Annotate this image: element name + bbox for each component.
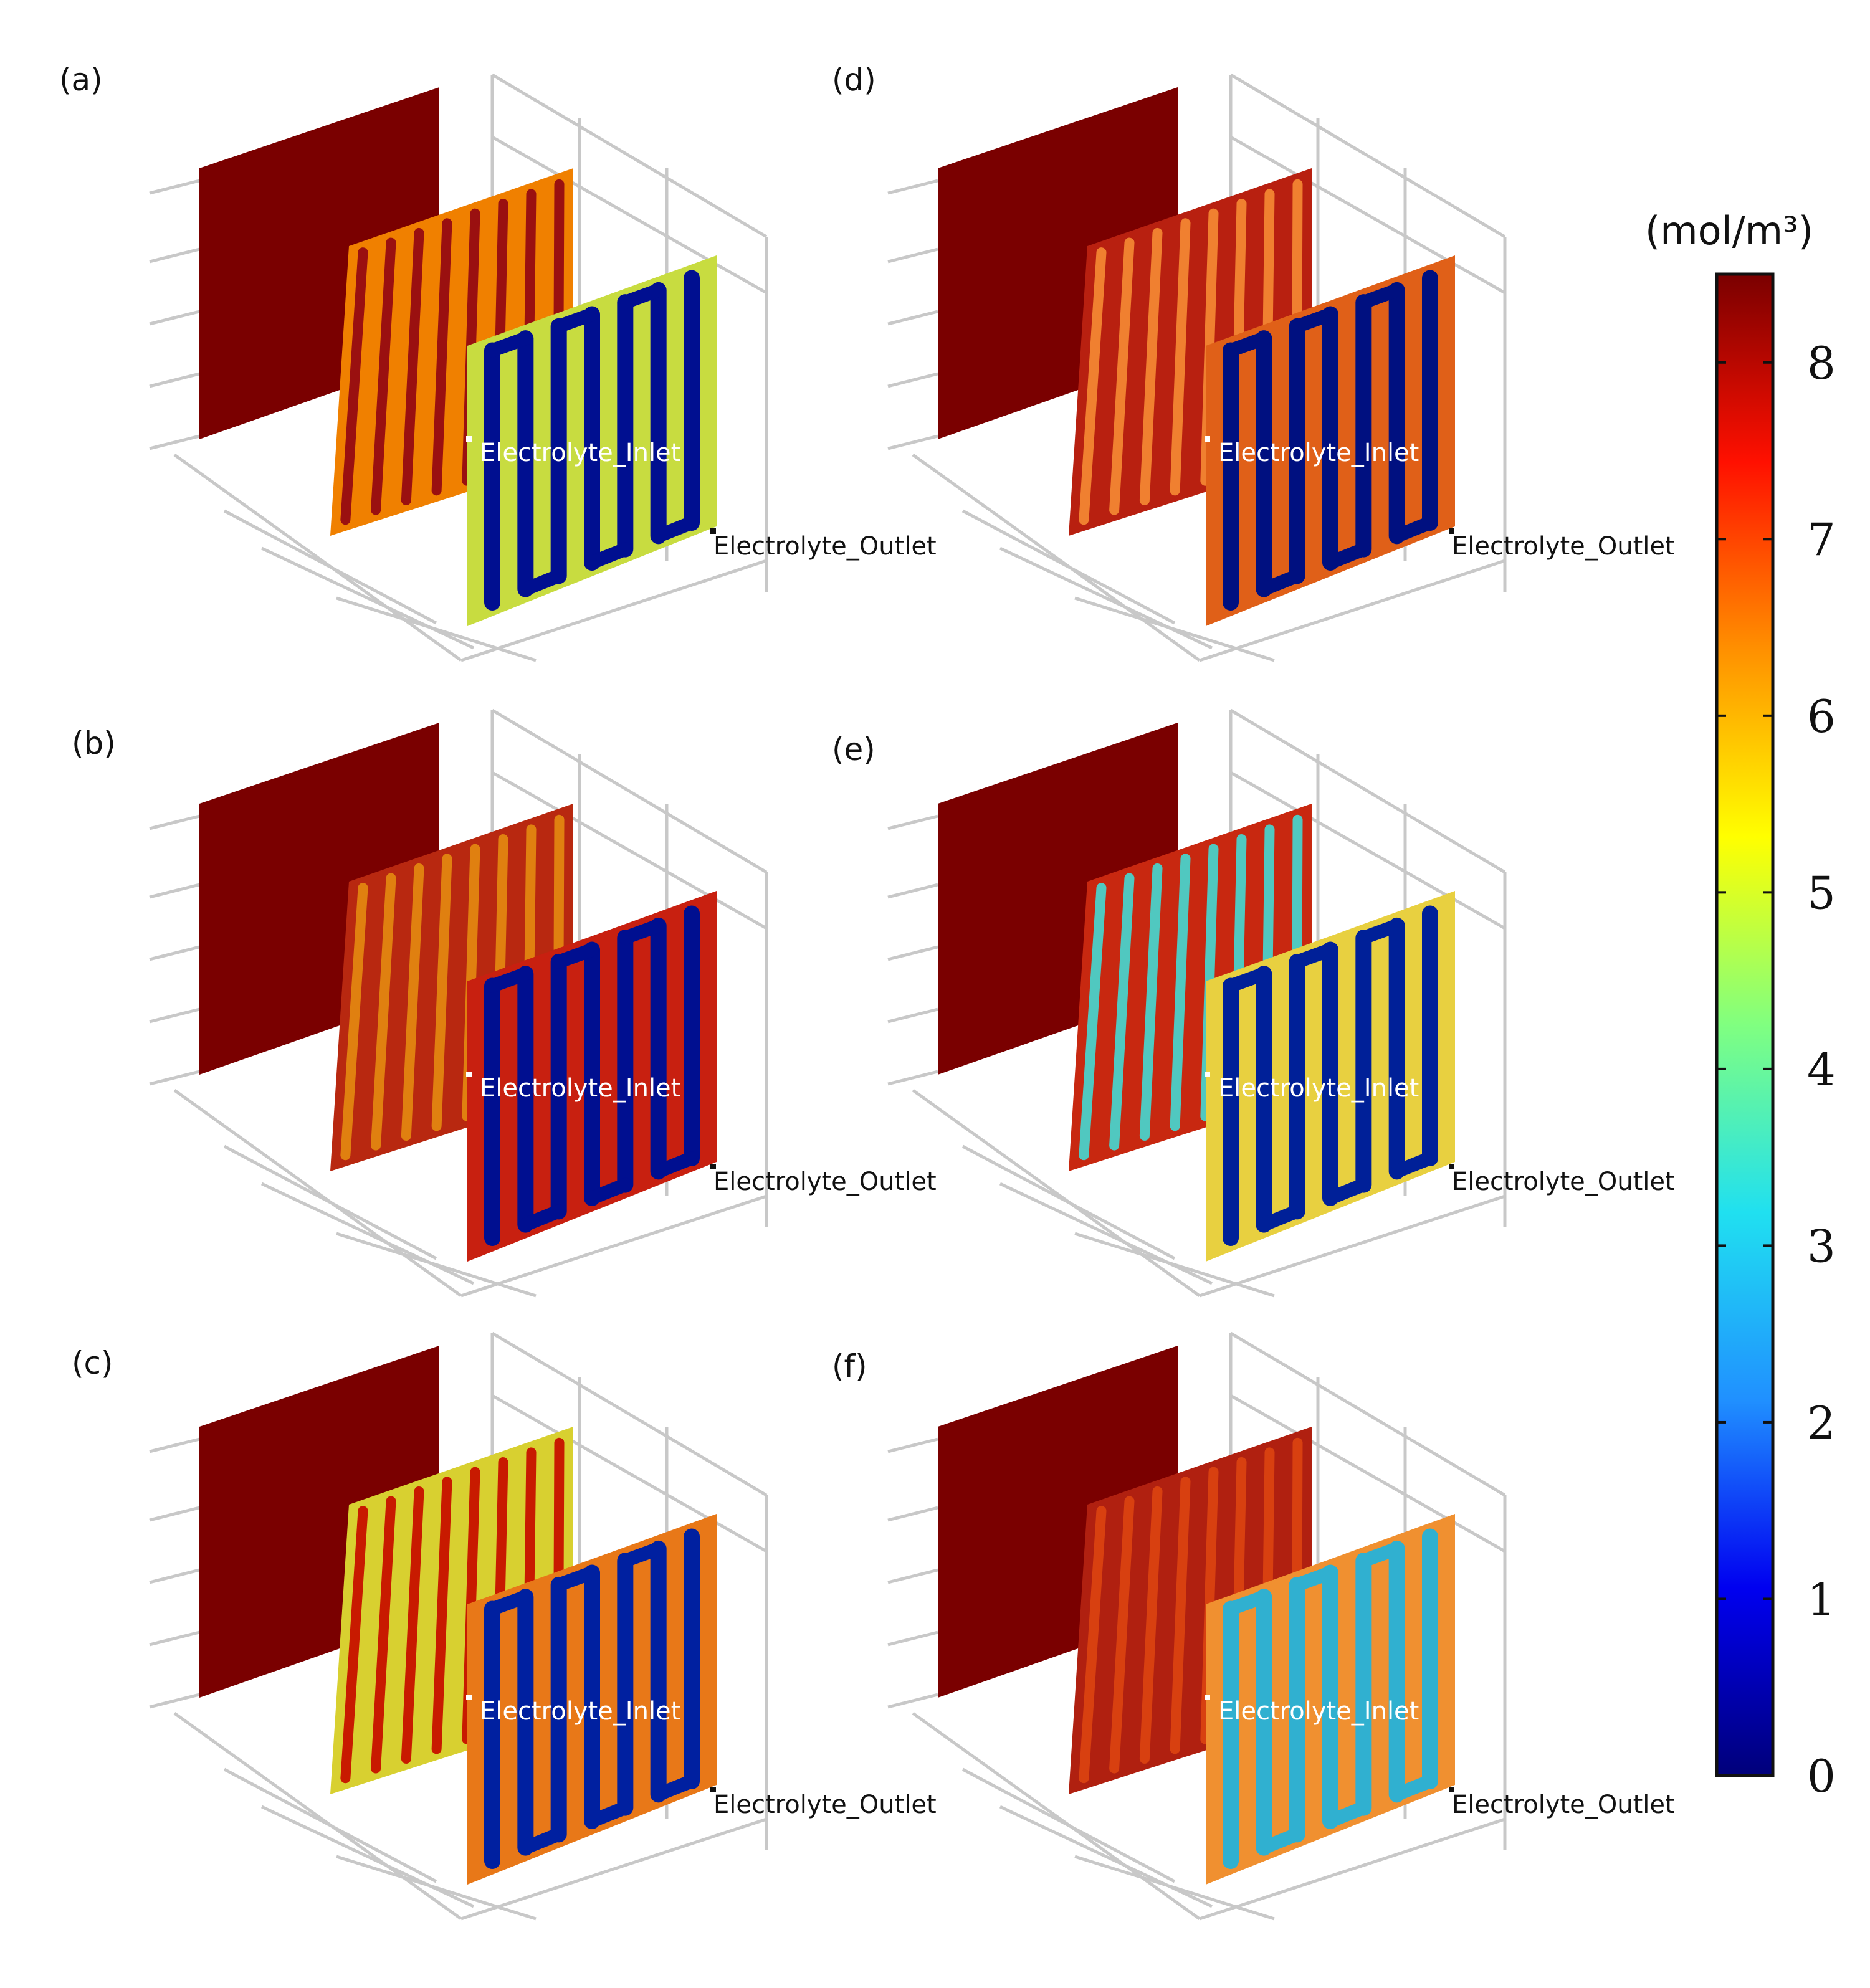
inlet-marker [466, 1072, 472, 1077]
outlet-marker [710, 528, 716, 534]
panel-f: (f) Electrolyte_Inlet Electrolyte_Outlet [832, 1331, 1675, 1921]
channel-turn [1390, 516, 1437, 543]
channel-turn [585, 1177, 632, 1205]
outlet-marker [1449, 1787, 1454, 1792]
channel-turn [1390, 1774, 1437, 1802]
colorbar-ticks: 8 7 6 5 4 3 2 1 0 [1717, 337, 1836, 1802]
panel-b: (b) Electrolyte_Inlet Electrolyte_Outlet [72, 708, 937, 1298]
channel-turn [518, 569, 566, 596]
channel-turn [1224, 1590, 1271, 1616]
panel-label: (d) [832, 62, 876, 98]
panel-label: (a) [59, 62, 103, 98]
panels-group: (a)Electrolyte_InletElectrolyte_Outlet(b… [59, 62, 1675, 1921]
outlet-label: Electrolyte_Outlet [1452, 1168, 1675, 1196]
colorbar-tick-label: 5 [1807, 867, 1836, 919]
channel-turn [618, 918, 665, 945]
colorbar-tick-label: 3 [1807, 1220, 1836, 1272]
inlet-marker [466, 436, 472, 442]
channel-turn [485, 331, 533, 358]
channel-turn [1290, 1566, 1337, 1592]
colorbar-tick-label: 4 [1807, 1044, 1836, 1096]
inlet-label: Electrolyte_Inlet [1218, 1074, 1419, 1103]
front-plane-channels [484, 905, 700, 1246]
inlet-label: Electrolyte_Inlet [1218, 439, 1419, 467]
channel-turn [585, 542, 632, 569]
channel-turn [1290, 943, 1337, 969]
inlet-label: Electrolyte_Inlet [480, 1697, 680, 1726]
channel-turn [1224, 967, 1271, 993]
inlet-label: Electrolyte_Inlet [480, 439, 680, 467]
panel-label: (f) [832, 1348, 867, 1384]
outlet-label: Electrolyte_Outlet [713, 1791, 937, 1819]
panel-c: (c) Electrolyte_Inlet Electrolyte_Outlet [72, 1331, 937, 1921]
channel-turn [518, 1204, 566, 1232]
panel-e: (e) Electrolyte_Inlet Electrolyte_Outlet [832, 708, 1675, 1298]
outlet-marker [1449, 1164, 1454, 1169]
channel-turn [1324, 1177, 1371, 1205]
channel-turn [618, 283, 665, 310]
channel-turn [651, 1774, 699, 1802]
axis-grid [887, 73, 1507, 662]
channel-turn [1257, 1204, 1304, 1232]
colorbar-tick-label: 0 [1807, 1750, 1836, 1802]
colorbar-tick-label: 2 [1807, 1397, 1836, 1449]
colorbar-tick-label: 8 [1807, 337, 1836, 389]
inlet-marker [1205, 1072, 1210, 1077]
axis-grid [149, 73, 768, 662]
outlet-label: Electrolyte_Outlet [713, 532, 937, 561]
channel-turn [1224, 331, 1271, 358]
panel-d: (d) Electrolyte_Inlet Electrolyte_Outlet [832, 62, 1675, 662]
outlet-marker [710, 1787, 716, 1792]
channel-turn [485, 1590, 533, 1616]
colorbar-tick-label: 6 [1807, 690, 1836, 743]
colorbar-tick-label: 7 [1807, 513, 1836, 566]
channel-turn [651, 516, 699, 543]
panel-label: (e) [832, 731, 875, 768]
front-plane-channels [1223, 905, 1438, 1246]
channel-turn [585, 1800, 632, 1828]
channel-turn [1357, 283, 1404, 310]
inlet-marker [1205, 436, 1210, 442]
outlet-label: Electrolyte_Outlet [713, 1168, 937, 1196]
channel-turn [1357, 918, 1404, 945]
colorbar: (mol/m³) 8 7 6 5 4 3 2 1 0 [1645, 208, 1836, 1802]
front-plane-channels [484, 1528, 700, 1869]
inlet-marker [1205, 1695, 1210, 1700]
channel-turn [1257, 1827, 1304, 1855]
inlet-marker [466, 1695, 472, 1700]
channel-turn [1257, 569, 1304, 596]
front-plane-channels [1223, 1528, 1438, 1869]
channel-turn [1324, 542, 1371, 569]
colorbar-bar [1715, 272, 1775, 1777]
channel-turn [1290, 307, 1337, 333]
colorbar-tick-label: 1 [1807, 1573, 1836, 1625]
channel-turn [551, 943, 599, 969]
channel-turn [1324, 1800, 1371, 1828]
outlet-label: Electrolyte_Outlet [1452, 532, 1675, 561]
channel-turn [618, 1541, 665, 1568]
outlet-marker [710, 1164, 716, 1169]
channel-turn [485, 967, 533, 993]
panel-label: (c) [72, 1345, 113, 1381]
outlet-marker [1449, 528, 1454, 534]
panel-label: (b) [72, 725, 116, 761]
channel-turn [1390, 1151, 1437, 1179]
front-plane-channels [1223, 270, 1438, 611]
outlet-label: Electrolyte_Outlet [1452, 1791, 1675, 1819]
channel-turn [551, 1566, 599, 1592]
inlet-label: Electrolyte_Inlet [480, 1074, 680, 1103]
front-plane-channels [484, 270, 700, 611]
channel-turn [518, 1827, 566, 1855]
panel-a: (a) Electrolyte_Inlet Electrolyte_Outlet [59, 62, 937, 662]
inlet-label: Electrolyte_Inlet [1218, 1697, 1419, 1726]
channel-turn [651, 1151, 699, 1179]
channel-turn [1357, 1541, 1404, 1568]
colorbar-unit-label: (mol/m³) [1645, 208, 1813, 254]
channel-turn [551, 307, 599, 333]
